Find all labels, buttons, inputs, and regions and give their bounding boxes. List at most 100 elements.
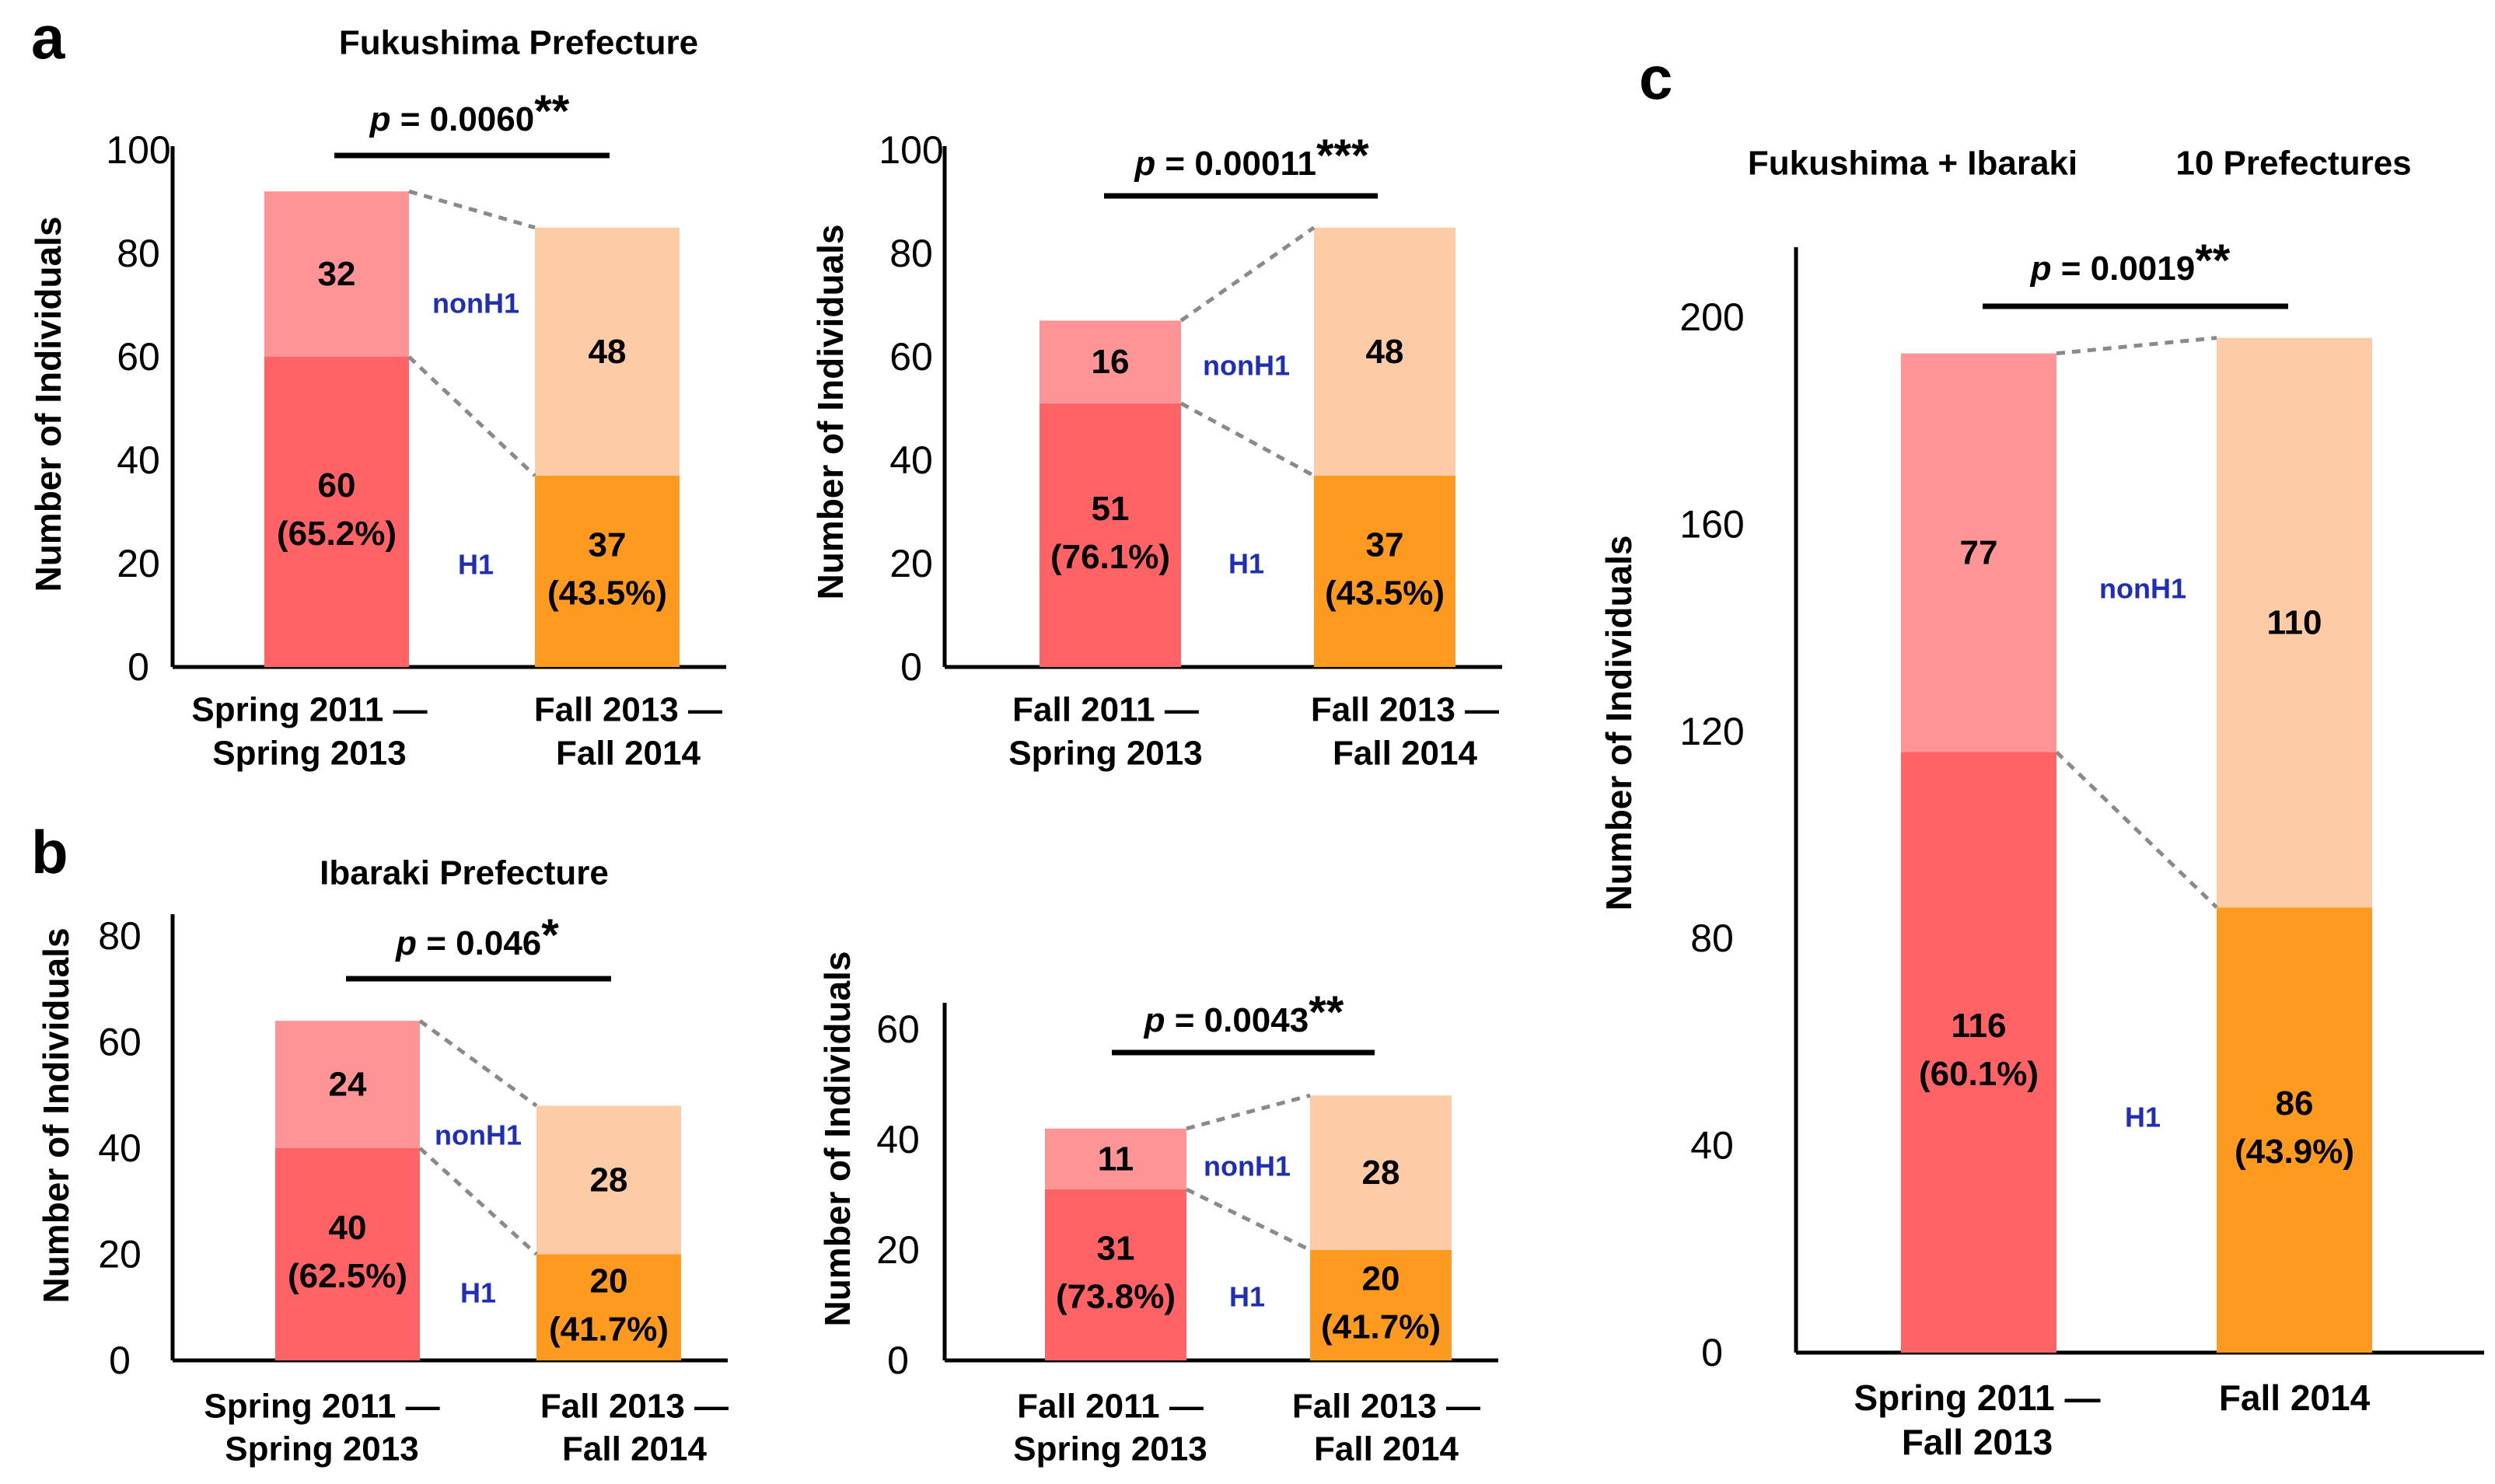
bar-nonh1 [1901,353,2056,752]
x-category-label: Spring 2011 — [204,1388,439,1426]
x-category-label: Spring 2013 [1008,735,1202,773]
panel-letter: a [31,3,65,72]
bar-label-h1-percent: (43.9%) [2235,1133,2354,1171]
chart-a2: 0 20 40 60 80 100 Number of Individuals 51 (76.1… [810,128,1502,773]
x-category-label: Fall 2013 — [534,691,722,729]
series-label-nonh1: nonH1 [1204,1151,1291,1182]
y-tick-label: 20 [889,542,933,585]
bar-label-h1-percent: (76.1%) [1050,538,1170,576]
y-tick-label: 60 [889,335,933,379]
bar-label-h1-percent: (60.1%) [1919,1055,2039,1093]
y-tick-label: 20 [876,1228,920,1272]
bar-label-h1-percent: (43.5%) [547,574,667,612]
bar-label-h1-percent: (43.5%) [1325,574,1445,612]
bar-label-nonh1-count: 24 [329,1066,367,1104]
y-tick-label: 100 [106,128,170,172]
panel-title: Ibaraki Prefecture [320,854,609,892]
y-tick-label: 80 [1690,917,1734,960]
chart-b2: 0 20 40 60 Number of Individuals 31 (73.8%) 11 F… [817,951,1498,1468]
bar-label-h1-count: 37 [589,526,627,564]
y-tick-label: 60 [876,1007,920,1051]
chart-c: c Fukushima + Ibaraki 10 Prefectures 0 40 80 1… [1599,44,2484,1462]
bar-nonh1 [1310,1095,1452,1250]
bar-label-h1-count: 51 [1092,490,1130,528]
y-tick-label: 0 [900,645,922,689]
panel-letter: c [1639,44,1672,112]
series-label-nonh1: nonH1 [1203,350,1290,382]
series-label-nonh1: nonH1 [2099,573,2186,605]
bar-h1 [1045,1189,1186,1360]
x-category-label: Fall 2014 [1333,735,1477,773]
bar-label-h1-percent: (65.2%) [277,515,397,553]
x-category-label: Fall 2013 — [1292,1388,1480,1426]
bar-label-h1-percent: (41.7%) [549,1310,669,1348]
x-category-label: Spring 2013 [212,735,406,773]
chart-a1: a Fukushima Prefecture 0 20 40 60 80 100 Number … [28,3,726,773]
y-tick-label: 40 [117,438,160,482]
series-label-h1: H1 [458,549,494,581]
x-category-label: Spring 2011 — [191,691,427,729]
x-category-label: Fall 2014 [2219,1378,2371,1418]
p-value-label: p = 0.0019** [2030,236,2231,288]
bar-label-nonh1-count: 110 [2267,603,2322,641]
connector-top [1179,225,1316,323]
x-category-label: Spring 2011 — [1854,1378,2100,1418]
bar-nonh1 [2217,337,2372,908]
connector-mid [2055,750,2218,910]
bar-h1 [535,475,680,667]
x-category-label: Fall 2014 [562,1430,707,1468]
p-value-label: p = 0.0060** [369,86,570,138]
bar-label-h1-count: 20 [590,1262,628,1300]
bar-label-nonh1-count: 28 [590,1161,628,1199]
x-category-label: Fall 2011 — [1017,1388,1204,1426]
series-label-nonh1: nonH1 [435,1119,522,1151]
bar-nonh1 [535,227,680,476]
bar-nonh1 [1314,227,1455,476]
p-value-label: p = 0.00011*** [1134,131,1369,183]
bar-h1 [2217,907,2372,1353]
connector-mid [418,1147,538,1256]
x-category-label: Fall 2014 [556,735,701,773]
y-axis-label: Number of Individuals [28,216,68,592]
connector-mid [1179,401,1316,478]
x-category-label: Fall 2014 [1314,1430,1459,1468]
bar-nonh1 [1045,1128,1186,1189]
connector-top [408,189,536,230]
y-tick-label: 0 [128,645,149,689]
bar-label-h1-count: 86 [2276,1084,2314,1123]
bar-label-nonh1-count: 77 [1960,534,1998,572]
y-tick-label: 0 [109,1339,131,1382]
bar-label-h1-count: 31 [1097,1229,1135,1267]
bar-h1 [1901,752,2056,1353]
y-tick-label: 20 [98,1233,142,1276]
bar-label-h1-count: 40 [329,1209,367,1247]
connector-mid [407,355,536,477]
bar-nonh1 [275,1021,420,1148]
x-category-label: Fall 2013 [1902,1422,2053,1462]
panel-title: Fukushima Prefecture [339,24,698,62]
series-label-h1: H1 [1228,548,1264,580]
bar-label-nonh1-count: 16 [1092,343,1130,381]
y-tick-label: 80 [889,232,933,275]
connector-top [418,1019,538,1108]
y-tick-label: 80 [98,914,142,958]
y-tick-label: 40 [98,1126,142,1170]
y-tick-label: 200 [1679,295,1744,339]
y-tick-label: 60 [98,1021,142,1064]
bar-label-h1-count: 60 [318,466,356,505]
bar-nonh1 [536,1105,681,1255]
y-tick-label: 120 [1679,710,1744,753]
p-value-label: p = 0.0043** [1144,987,1344,1039]
x-category-label: Spring 2013 [1013,1430,1207,1468]
bar-label-h1-percent: (41.7%) [1321,1308,1441,1346]
y-tick-label: 60 [117,335,160,379]
bar-h1 [1040,403,1181,667]
series-label-h1: H1 [1229,1281,1265,1313]
bar-label-h1-percent: (73.8%) [1056,1277,1176,1315]
x-category-label: Fall 2011 — [1012,691,1199,729]
bar-label-nonh1-count: 32 [318,255,356,293]
p-value-label: p = 0.046* [395,910,559,962]
bar-label-nonh1-count: 11 [1098,1140,1134,1178]
panel-title-secondary: 10 Prefectures [2175,145,2411,183]
